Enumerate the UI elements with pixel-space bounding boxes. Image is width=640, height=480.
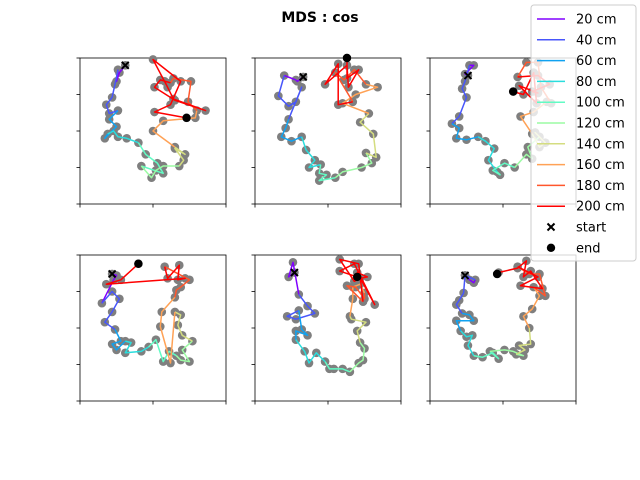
trajectory-segment-100cm — [492, 162, 515, 176]
end-marker — [353, 272, 362, 282]
legend-label: 120 cm — [576, 117, 625, 132]
start-marker — [463, 71, 473, 80]
axes-frame — [79, 254, 227, 402]
subplot-5 — [251, 254, 402, 405]
trajectory-segment-160cm — [152, 110, 198, 148]
trajectory-segment-180cm — [346, 284, 366, 303]
legend-label: 40 cm — [576, 33, 617, 48]
legend-label: end — [576, 241, 601, 256]
legend-label: 140 cm — [576, 137, 625, 152]
trajectory-segment-80cm — [295, 339, 326, 364]
trajectory-segment-200cm — [496, 260, 544, 290]
legend-frame — [530, 4, 637, 262]
trajectory-segment-140cm — [174, 311, 193, 342]
subplot-4 — [76, 254, 227, 405]
legend-item: 60 cm — [537, 54, 617, 69]
start-marker — [107, 269, 117, 279]
trajectory-segment-140cm — [359, 112, 377, 159]
subplot-grid — [76, 53, 577, 405]
trajectory-segment-120cm — [175, 340, 193, 363]
start-marker — [460, 271, 470, 280]
trajectory-segment-60cm — [455, 312, 475, 332]
trajectory-segment-60cm — [111, 329, 126, 351]
end-marker — [134, 259, 143, 268]
legend-label: 180 cm — [576, 179, 625, 194]
legend-item: 140 cm — [537, 137, 625, 152]
legend-label: 160 cm — [576, 158, 625, 173]
legend-item: 40 cm — [537, 33, 617, 48]
legend-label: 60 cm — [576, 54, 617, 69]
legend-item: 120 cm — [537, 117, 625, 132]
trajectory-segment-120cm — [489, 349, 525, 357]
data-point — [160, 262, 169, 271]
trajectory-segment-140cm — [349, 315, 367, 343]
trajectory-segment-120cm — [334, 152, 373, 179]
trajectory-segment-200cm — [324, 58, 360, 106]
legend-dot-swatch — [546, 243, 556, 252]
legend-item: 160 cm — [537, 158, 625, 173]
axes-frame — [254, 254, 402, 402]
legend-item: end — [546, 241, 601, 256]
legend: 20 cm 40 cm 60 cm 80 cm 100 cm 120 cm 140 cm 16… — [530, 4, 637, 262]
trajectory-segment-200cm — [105, 263, 186, 285]
start-marker — [290, 268, 299, 277]
end-marker — [492, 269, 502, 279]
data-point — [316, 160, 326, 169]
trajectory-segment-160cm — [341, 83, 379, 115]
trajectory-segment-140cm — [515, 327, 532, 355]
trajectory-segment-120cm — [140, 165, 180, 179]
data-point — [110, 325, 120, 334]
trajectory-segment-40cm — [286, 293, 316, 320]
trajectory-segment-80cm — [107, 130, 139, 144]
legend-x-swatch — [546, 222, 556, 232]
subplot-1 — [76, 55, 227, 208]
legend-item: 180 cm — [537, 179, 625, 194]
trajectory-segment-200cm — [152, 58, 207, 119]
trajectory-segment-100cm — [324, 361, 351, 373]
subplot-2 — [251, 53, 402, 208]
trajectory-segment-60cm — [280, 119, 302, 142]
legend-label: 20 cm — [576, 13, 617, 28]
end-marker — [509, 87, 518, 96]
trajectory-segment-60cm — [295, 310, 309, 340]
legend-item: 100 cm — [537, 96, 625, 111]
legend-item: 20 cm — [537, 13, 617, 28]
trajectory-segment-180cm — [334, 68, 367, 103]
trajectory-segment-60cm — [451, 123, 479, 141]
trajectory-segment-40cm — [101, 290, 121, 331]
trajectory-segment-140cm — [174, 146, 186, 167]
trajectory-segment-180cm — [517, 266, 547, 297]
legend-item: 200 cm — [537, 200, 625, 215]
trajectory-segment-160cm — [522, 286, 541, 329]
data-point — [361, 148, 371, 158]
legend-label: start — [576, 221, 606, 236]
trajectory-segment-100cm — [473, 350, 500, 360]
trajectory-segment-80cm — [300, 136, 321, 169]
trajectory-segment-40cm — [277, 75, 303, 120]
trajectory-segment-80cm — [460, 330, 475, 357]
trajectory-segment-100cm — [318, 164, 336, 182]
trajectory-segment-120cm — [349, 342, 366, 373]
end-marker — [182, 113, 191, 123]
data-point — [294, 306, 304, 315]
subplot-6 — [426, 254, 577, 405]
legend-label: 80 cm — [576, 75, 617, 90]
trajectory-segment-80cm — [477, 136, 498, 173]
start-marker — [298, 72, 308, 82]
trajectory-segment-200cm — [338, 258, 376, 306]
end-marker — [342, 53, 352, 63]
trajectory-segment-80cm — [124, 340, 149, 354]
legend-label: 100 cm — [576, 96, 625, 111]
trajectory-segment-40cm — [105, 69, 119, 115]
legend-item: 80 cm — [537, 75, 617, 90]
legend-label: 200 cm — [576, 200, 625, 215]
trajectory-segment-160cm — [159, 296, 176, 364]
axes-frame — [429, 254, 577, 402]
start-marker — [121, 61, 130, 70]
trajectory-segment-180cm — [164, 266, 191, 298]
legend-item: start — [546, 221, 606, 236]
figure-title: MDS : cos — [281, 10, 358, 26]
trajectory-segment-60cm — [104, 110, 119, 140]
